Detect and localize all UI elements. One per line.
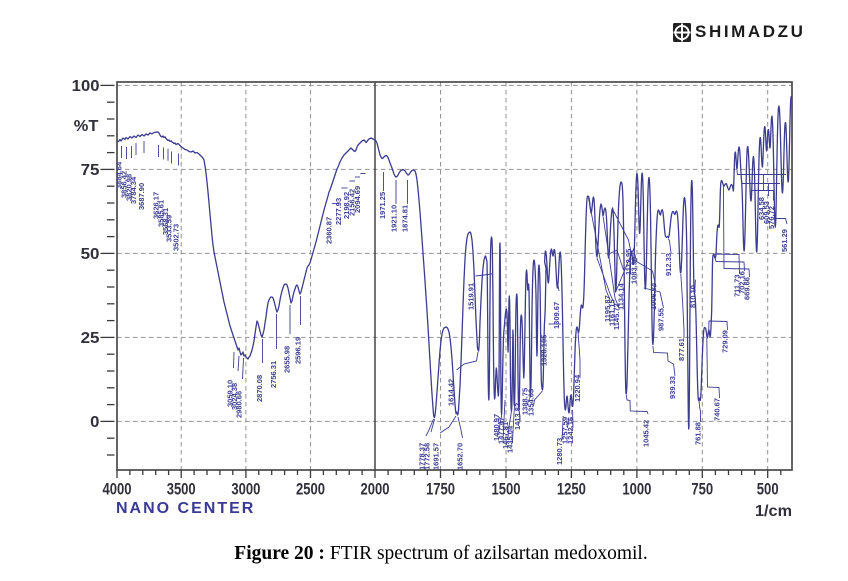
svg-text:1280.73: 1280.73 <box>555 438 564 465</box>
svg-text:1250: 1250 <box>557 480 586 499</box>
svg-text:1971.25: 1971.25 <box>378 192 387 219</box>
svg-text:25: 25 <box>81 330 100 347</box>
svg-text:2094.69: 2094.69 <box>353 186 362 213</box>
svg-text:1006.84: 1006.84 <box>649 282 658 310</box>
svg-text:1000: 1000 <box>622 480 651 499</box>
svg-text:1328.105: 1328.105 <box>540 335 549 366</box>
svg-text:2596.19: 2596.19 <box>294 337 303 364</box>
svg-text:1242.16: 1242.16 <box>566 417 575 444</box>
svg-text:NANO CENTER: NANO CENTER <box>116 500 255 517</box>
svg-text:1435.04: 1435.04 <box>506 425 515 453</box>
svg-text:3626.17: 3626.17 <box>152 192 161 219</box>
svg-text:2870.08: 2870.08 <box>255 375 264 402</box>
svg-text:500: 500 <box>757 480 779 499</box>
svg-text:1480.97: 1480.97 <box>492 414 501 441</box>
svg-text:3000: 3000 <box>231 480 260 499</box>
svg-text:740.67: 740.67 <box>713 398 722 421</box>
svg-text:3533.59: 3533.59 <box>165 215 174 242</box>
svg-text:2360.87: 2360.87 <box>325 217 334 244</box>
svg-text:810.10: 810.10 <box>689 285 698 308</box>
svg-text:1/cm: 1/cm <box>755 503 792 520</box>
svg-text:%T: %T <box>74 118 99 135</box>
svg-text:50: 50 <box>81 246 100 263</box>
svg-text:3687.90: 3687.90 <box>137 183 146 210</box>
svg-text:1921.10: 1921.10 <box>390 205 399 232</box>
svg-text:1257.59: 1257.59 <box>561 417 570 444</box>
svg-text:1874.81: 1874.81 <box>401 205 410 232</box>
svg-text:3502.73: 3502.73 <box>172 224 181 251</box>
svg-text:1045.42: 1045.42 <box>642 420 651 447</box>
svg-text:1161.15: 1161.15 <box>608 299 617 326</box>
svg-text:669.66: 669.66 <box>743 277 752 300</box>
svg-text:1354.03: 1354.03 <box>527 389 536 416</box>
svg-text:100: 100 <box>72 78 100 95</box>
svg-text:3585.61: 3585.61 <box>157 200 166 227</box>
svg-text:1500: 1500 <box>492 480 521 499</box>
svg-text:3820.98: 3820.98 <box>125 174 134 201</box>
svg-text:2156.42: 2156.42 <box>348 189 357 216</box>
svg-text:3024.38: 3024.38 <box>230 383 239 410</box>
svg-text:1477.47: 1477.47 <box>497 417 506 444</box>
svg-text:0: 0 <box>90 414 99 431</box>
svg-text:877.61: 877.61 <box>677 338 686 361</box>
svg-text:3500: 3500 <box>167 480 196 499</box>
svg-text:3884.64: 3884.64 <box>115 161 124 189</box>
svg-text:702.16: 702.16 <box>738 271 747 294</box>
svg-text:729.09: 729.09 <box>721 330 730 353</box>
svg-text:561.29: 561.29 <box>780 229 789 252</box>
svg-text:750: 750 <box>691 480 713 499</box>
svg-text:711.73: 711.73 <box>733 274 742 297</box>
svg-text:912.33: 912.33 <box>664 253 673 276</box>
svg-text:1413.82: 1413.82 <box>513 403 522 430</box>
svg-text:609.53: 609.53 <box>762 201 771 224</box>
svg-text:1145.72: 1145.72 <box>612 303 621 330</box>
svg-text:2980.66: 2980.66 <box>235 391 244 418</box>
svg-text:987.55: 987.55 <box>657 308 666 331</box>
svg-text:576.72: 576.72 <box>767 206 776 229</box>
svg-text:1388.75: 1388.75 <box>521 388 530 415</box>
svg-text:2756.31: 2756.31 <box>269 361 278 388</box>
svg-text:1112.95: 1112.95 <box>624 249 633 275</box>
svg-text:2198.92: 2198.92 <box>342 192 351 219</box>
svg-text:939.33: 939.33 <box>668 376 677 399</box>
svg-text:1519.91: 1519.91 <box>467 283 476 310</box>
svg-text:3568.31: 3568.31 <box>161 208 170 235</box>
svg-text:1467.81: 1467.81 <box>501 422 510 449</box>
svg-text:1614.42: 1614.42 <box>447 379 456 406</box>
svg-text:1195.87: 1195.87 <box>603 295 612 322</box>
svg-text:2000: 2000 <box>361 480 390 499</box>
svg-text:761.88: 761.88 <box>694 422 703 445</box>
svg-text:1691.57: 1691.57 <box>432 443 441 470</box>
svg-text:1134.14: 1134.14 <box>617 282 626 310</box>
svg-text:3059.10: 3059.10 <box>226 380 235 407</box>
svg-text:1772.58: 1772.58 <box>423 443 432 470</box>
svg-text:2277.93: 2277.93 <box>334 198 343 225</box>
svg-text:2655.98: 2655.98 <box>283 346 292 373</box>
svg-text:3856.42: 3856.42 <box>120 171 129 198</box>
svg-text:3784.34: 3784.34 <box>129 176 138 204</box>
svg-text:1750: 1750 <box>426 480 455 499</box>
svg-text:1309.67: 1309.67 <box>552 302 561 329</box>
svg-text:1083.99: 1083.99 <box>630 257 639 284</box>
svg-text:1220.94: 1220.94 <box>573 374 582 402</box>
svg-text:4000: 4000 <box>103 480 132 499</box>
svg-text:1652.70: 1652.70 <box>456 443 465 470</box>
svg-text:75: 75 <box>81 162 100 179</box>
svg-text:1778.37: 1778.37 <box>418 443 427 470</box>
svg-text:634.58: 634.58 <box>757 197 766 220</box>
svg-text:2500: 2500 <box>296 480 325 499</box>
